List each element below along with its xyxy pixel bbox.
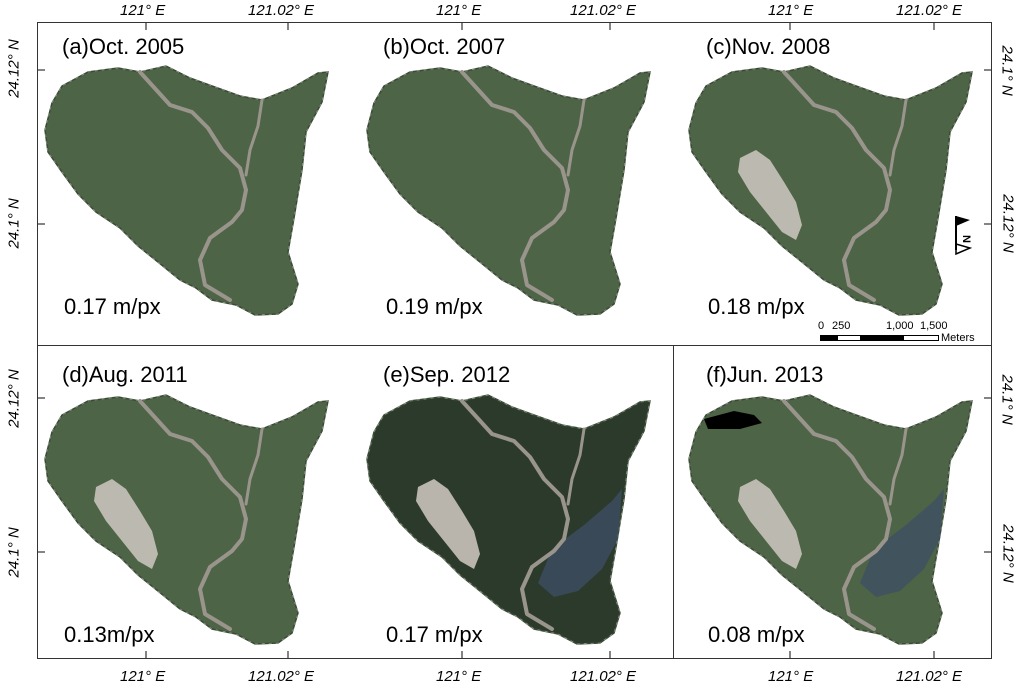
watershed-outline bbox=[688, 65, 973, 316]
row-divider bbox=[37, 345, 992, 346]
panel-c-resolution: 0.18 m/px bbox=[708, 294, 805, 319]
scale-label-0: 0 bbox=[818, 320, 825, 332]
scale-unit: Meters bbox=[941, 332, 975, 344]
tributary-channel bbox=[566, 427, 586, 506]
landslide-area bbox=[738, 479, 802, 569]
tributary-channel bbox=[244, 427, 264, 506]
ridge-texture bbox=[366, 394, 651, 645]
top-lon-label-5: 121° E bbox=[768, 2, 814, 19]
bottom-lon-label-3: 121° E bbox=[436, 668, 482, 685]
panel-f-title: (f)Jun. 2013 bbox=[706, 362, 824, 387]
column-divider bbox=[673, 345, 674, 659]
scale-label-1000: 1,000 bbox=[886, 320, 914, 332]
landslide-area bbox=[416, 479, 480, 569]
landslide-lake bbox=[538, 489, 622, 597]
ridge-texture bbox=[44, 65, 329, 316]
left-lat-label-2: 24.1° N bbox=[5, 198, 23, 249]
scale-label-1500: 1,500 bbox=[920, 320, 948, 332]
panel-c-title: (c)Nov. 2008 bbox=[706, 34, 831, 59]
watershed-map-6 bbox=[688, 394, 973, 645]
bottom-lon-label-1: 121° E bbox=[120, 668, 166, 685]
panel-d-title: (d)Aug. 2011 bbox=[62, 362, 188, 387]
river-channel bbox=[782, 70, 892, 302]
watershed-map-5 bbox=[366, 394, 651, 645]
watershed-outline bbox=[366, 65, 651, 316]
watershed-map-1 bbox=[44, 65, 329, 316]
panel-e-title: (e)Sep. 2012 bbox=[383, 362, 511, 387]
scale-label-250: 250 bbox=[832, 320, 851, 332]
scale-bar: 0 250 1,000 1,500 Meters bbox=[806, 320, 986, 346]
ridge-texture bbox=[688, 65, 973, 316]
north-arrow-icon: N bbox=[955, 216, 973, 256]
river-channel bbox=[138, 399, 248, 631]
river-channel bbox=[460, 399, 570, 631]
north-label: N bbox=[960, 235, 972, 243]
scale-seg-3 bbox=[860, 335, 904, 341]
top-lon-label-4: 121.02° E bbox=[570, 2, 637, 19]
river-channel bbox=[138, 70, 248, 302]
scale-seg-1 bbox=[820, 335, 838, 341]
watershed-map-2 bbox=[366, 65, 651, 316]
panel-a-title: (a)Oct. 2005 bbox=[62, 34, 185, 59]
watershed-outline bbox=[44, 394, 329, 645]
scale-seg-2 bbox=[837, 335, 861, 341]
scale-seg-4 bbox=[903, 335, 939, 341]
landslide-area bbox=[94, 479, 158, 569]
top-lon-label-2: 121.02° E bbox=[248, 2, 315, 19]
right-lat-label-2: 24.12° N bbox=[999, 194, 1017, 253]
right-lat-label-4: 24.12° N bbox=[999, 524, 1017, 583]
tributary-channel bbox=[566, 98, 586, 177]
tributary-channel bbox=[244, 98, 264, 177]
watershed-map-3 bbox=[688, 65, 973, 316]
landslide-area bbox=[738, 150, 802, 240]
left-lat-label-1: 24.12° N bbox=[5, 39, 23, 98]
left-lat-label-3: 24.12° N bbox=[5, 369, 23, 428]
panel-f-resolution: 0.08 m/px bbox=[708, 622, 805, 647]
panel-a-resolution: 0.17 m/px bbox=[64, 294, 161, 319]
ridge-texture bbox=[366, 65, 651, 316]
left-lat-label-4: 24.1° N bbox=[5, 527, 23, 578]
bottom-lon-label-4: 121.02° E bbox=[570, 668, 637, 685]
top-lon-label-6: 121.02° E bbox=[896, 2, 963, 19]
top-lon-label-3: 121° E bbox=[436, 2, 482, 19]
bottom-lon-label-6: 121.02° E bbox=[896, 668, 963, 685]
ridge-texture bbox=[688, 394, 973, 645]
ridge-texture bbox=[44, 394, 329, 645]
right-lat-label-1: 24.1° N bbox=[998, 45, 1016, 96]
panel-b-resolution: 0.19 m/px bbox=[386, 294, 483, 319]
panel-b-title: (b)Oct. 2007 bbox=[383, 34, 506, 59]
tributary-channel bbox=[888, 427, 908, 506]
panel-e-resolution: 0.17 m/px bbox=[386, 622, 483, 647]
figure-frame bbox=[37, 22, 992, 659]
no-data-patch bbox=[704, 411, 762, 429]
right-lat-label-3: 24.1° N bbox=[998, 374, 1016, 425]
river-channel bbox=[782, 399, 892, 631]
watershed-outline bbox=[44, 65, 329, 316]
top-lon-label-1: 121° E bbox=[120, 2, 166, 19]
bottom-lon-label-5: 121° E bbox=[768, 668, 814, 685]
panel-d-resolution: 0.13m/px bbox=[64, 622, 155, 647]
bottom-lon-label-2: 121.02° E bbox=[248, 668, 315, 685]
tributary-channel bbox=[888, 98, 908, 177]
watershed-map-4 bbox=[44, 394, 329, 645]
landslide-lake bbox=[860, 489, 944, 597]
river-channel bbox=[460, 70, 570, 302]
